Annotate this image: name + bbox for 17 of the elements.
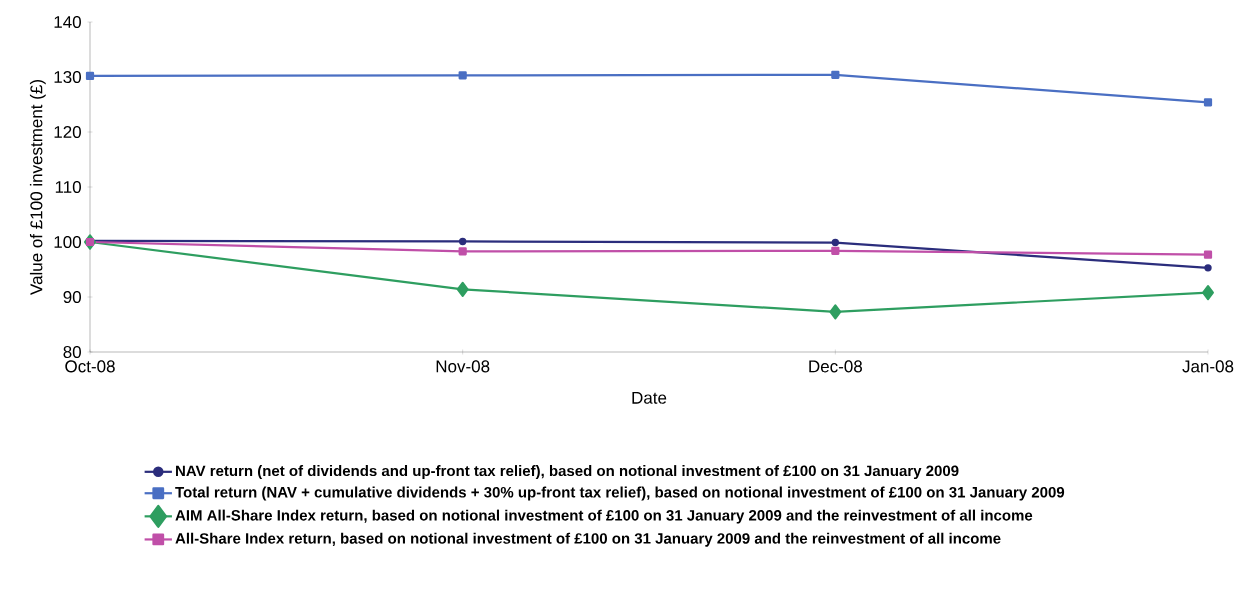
y-tick-label: 110 bbox=[55, 180, 81, 194]
y-tick-label: 120 bbox=[54, 125, 81, 139]
y-tick-label: 130 bbox=[54, 70, 81, 84]
y-axis-title: Value of £100 investment (£) bbox=[29, 80, 46, 295]
legend-label: Total return (NAV + cumulative dividends + 30% up-front tax relief), based on notional investment of £100 on 31 January 2009 bbox=[175, 486, 1065, 501]
x-tick-label: Oct-08 bbox=[65, 360, 115, 373]
y-tick-label: 90 bbox=[63, 290, 81, 304]
legend-label: AIM All-Share Index return, based on notional investment of £100 on 31 January 2009 and the reinvestment of all income bbox=[175, 509, 1033, 524]
y-tick-label: 100 bbox=[54, 235, 81, 249]
x-axis-title: Date bbox=[632, 391, 667, 404]
x-tick-label: Nov-08 bbox=[436, 360, 490, 373]
legend-label: All-Share Index return, based on notional investment of £100 on 31 January 2009 and the reinvestment of all income bbox=[175, 532, 1001, 547]
y-tick-label: 140 bbox=[54, 15, 81, 29]
y-tick-label: 80 bbox=[63, 345, 81, 359]
x-tick-label: Jan-08 bbox=[1182, 360, 1234, 373]
x-tick-label: Dec-08 bbox=[809, 360, 862, 373]
legend-label: NAV return (net of dividends and up-front tax relief), based on notional investment of £100 on 31 January 2009 bbox=[176, 465, 959, 480]
